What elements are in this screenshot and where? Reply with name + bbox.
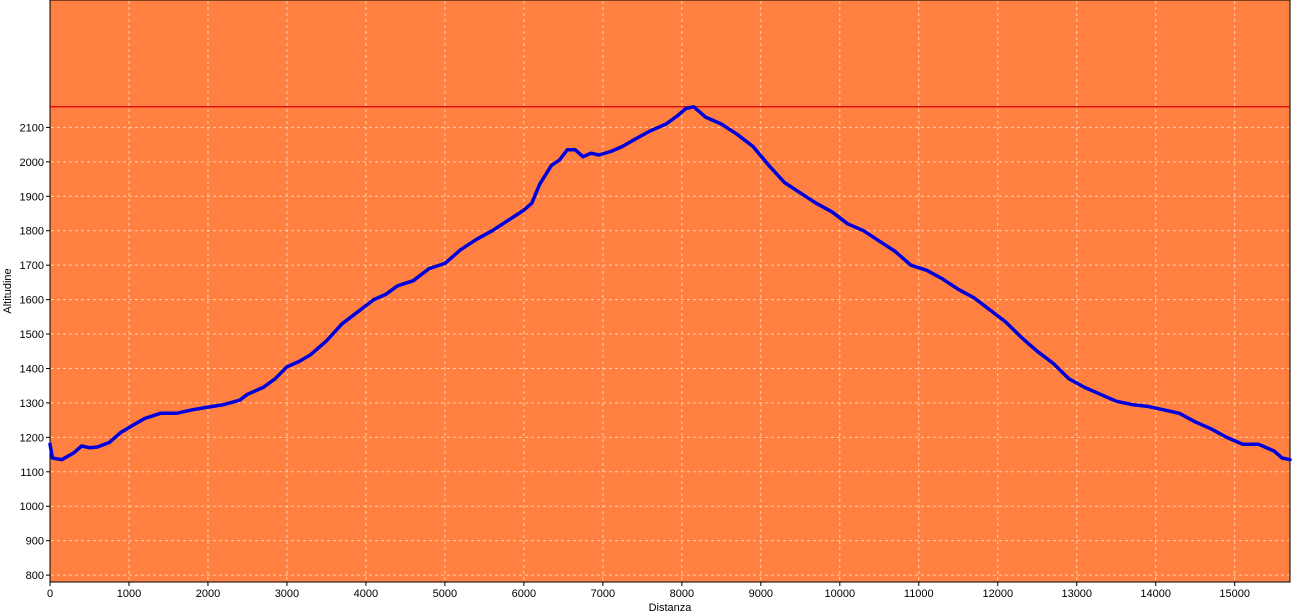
- plot-area: [49, 0, 1291, 583]
- x-tick-label: 15000: [1219, 588, 1250, 600]
- y-tick-label: 800: [26, 570, 44, 582]
- series-line: [48, 105, 1292, 462]
- y-tick-label: 1400: [20, 363, 44, 375]
- y-tick-label: 1100: [20, 467, 44, 479]
- y-tick-label: 1000: [20, 501, 44, 513]
- x-tick-label: 1000: [117, 588, 141, 600]
- y-tick-label: 1800: [20, 226, 44, 238]
- y-tick-label: 1700: [20, 260, 44, 272]
- y-axis: 800 900 1000 1100 1200 1300 1400 1500 1600 1700 18…: [20, 122, 50, 582]
- x-tick-label: 2000: [196, 588, 220, 600]
- x-tick-label: 12000: [982, 588, 1013, 600]
- x-tick-label: 8000: [670, 588, 694, 600]
- y-tick-label: 1900: [20, 191, 44, 203]
- y-tick-label: 2000: [20, 157, 44, 169]
- y-tick-label: 1500: [20, 329, 44, 341]
- x-tick-label: 0: [47, 588, 53, 600]
- y-axis-title: Altitudine: [2, 268, 14, 313]
- grid: [51, 1, 1289, 581]
- x-axis-title: Distanza: [649, 602, 693, 614]
- x-tick-label: 6000: [512, 588, 536, 600]
- y-tick-label: 900: [26, 536, 44, 548]
- x-tick-label: 14000: [1140, 588, 1171, 600]
- x-tick-label: 11000: [904, 588, 934, 600]
- y-tick-label: 1300: [20, 398, 44, 410]
- x-tick-label: 5000: [433, 588, 457, 600]
- x-tick-label: 4000: [354, 588, 378, 600]
- x-tick-label: 13000: [1061, 588, 1092, 600]
- x-axis: 0 1000 2000 3000 4000 5000 6000 7000 8000 9000 100…: [47, 582, 1250, 600]
- y-tick-label: 1200: [20, 432, 44, 444]
- y-tick-label: 2100: [20, 122, 44, 134]
- y-tick-label: 1600: [20, 295, 44, 307]
- x-tick-label: 9000: [749, 588, 773, 600]
- x-tick-label: 3000: [275, 588, 299, 600]
- x-tick-label: 10000: [825, 588, 856, 600]
- x-tick-label: 7000: [591, 588, 615, 600]
